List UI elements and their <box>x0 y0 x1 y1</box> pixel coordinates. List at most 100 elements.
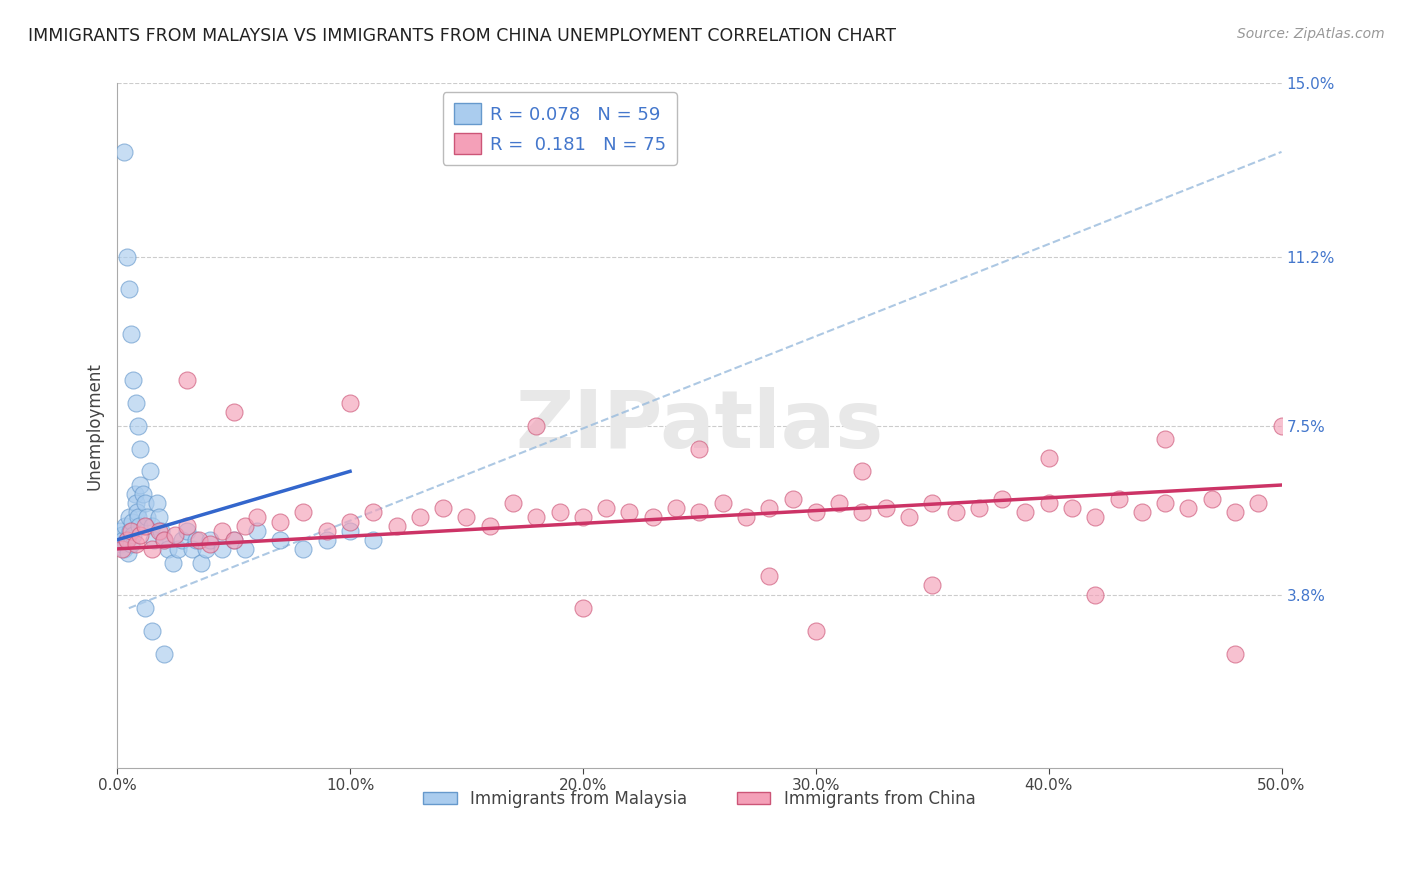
Point <box>804 505 827 519</box>
Point <box>524 418 547 433</box>
Point <box>1038 450 1060 465</box>
Point <box>1084 588 1107 602</box>
Point <box>1223 647 1246 661</box>
Point <box>851 505 873 519</box>
Point <box>157 541 180 556</box>
Point <box>1014 505 1036 519</box>
Point <box>711 496 734 510</box>
Point <box>132 487 155 501</box>
Point <box>114 519 136 533</box>
Point <box>190 556 212 570</box>
Point <box>194 541 217 556</box>
Point <box>134 519 156 533</box>
Point <box>572 601 595 615</box>
Point <box>111 533 134 547</box>
Point <box>152 533 174 547</box>
Point <box>804 624 827 638</box>
Point <box>688 505 710 519</box>
Point <box>111 541 134 556</box>
Point <box>921 578 943 592</box>
Point <box>141 519 163 533</box>
Point <box>385 519 408 533</box>
Point <box>129 478 152 492</box>
Point <box>409 510 432 524</box>
Point <box>134 601 156 615</box>
Point <box>108 524 131 538</box>
Point <box>897 510 920 524</box>
Point <box>478 519 501 533</box>
Point <box>112 541 135 556</box>
Point <box>125 537 148 551</box>
Point <box>1223 505 1246 519</box>
Point <box>222 405 245 419</box>
Point <box>1154 433 1177 447</box>
Point <box>735 510 758 524</box>
Point <box>1108 491 1130 506</box>
Point <box>115 533 138 547</box>
Point <box>120 537 142 551</box>
Point <box>129 442 152 456</box>
Point <box>122 528 145 542</box>
Text: ZIPatlas: ZIPatlas <box>515 387 883 465</box>
Point <box>991 491 1014 506</box>
Point <box>125 505 148 519</box>
Point <box>148 510 170 524</box>
Point <box>152 647 174 661</box>
Point <box>166 541 188 556</box>
Point <box>110 537 132 551</box>
Point <box>120 327 142 342</box>
Point <box>148 524 170 538</box>
Point <box>141 541 163 556</box>
Point <box>292 505 315 519</box>
Point <box>176 373 198 387</box>
Point <box>134 496 156 510</box>
Point <box>222 533 245 547</box>
Point <box>211 524 233 538</box>
Point <box>363 533 385 547</box>
Point <box>112 145 135 159</box>
Point <box>176 519 198 533</box>
Point <box>339 515 361 529</box>
Point <box>136 510 159 524</box>
Point <box>120 524 142 538</box>
Point <box>502 496 524 510</box>
Point <box>1084 510 1107 524</box>
Point <box>187 533 209 547</box>
Point <box>141 624 163 638</box>
Point <box>1247 496 1270 510</box>
Point <box>115 533 138 547</box>
Point <box>180 541 202 556</box>
Point <box>233 519 256 533</box>
Point <box>128 519 150 533</box>
Text: Source: ZipAtlas.com: Source: ZipAtlas.com <box>1237 27 1385 41</box>
Point <box>1060 500 1083 515</box>
Point <box>117 546 139 560</box>
Point <box>1177 500 1199 515</box>
Point <box>121 515 143 529</box>
Point <box>127 510 149 524</box>
Point <box>124 487 146 501</box>
Point <box>172 533 194 547</box>
Point <box>456 510 478 524</box>
Point <box>118 282 141 296</box>
Point <box>1270 418 1292 433</box>
Point <box>1201 491 1223 506</box>
Point <box>269 515 291 529</box>
Point <box>186 533 208 547</box>
Point <box>146 496 169 510</box>
Point <box>688 442 710 456</box>
Point <box>200 537 222 551</box>
Point <box>1130 505 1153 519</box>
Point <box>1154 496 1177 510</box>
Point <box>150 524 173 538</box>
Point <box>828 496 851 510</box>
Point <box>129 528 152 542</box>
Point <box>143 533 166 547</box>
Point <box>122 373 145 387</box>
Point <box>945 505 967 519</box>
Legend: Immigrants from Malaysia, Immigrants from China: Immigrants from Malaysia, Immigrants fro… <box>416 783 983 814</box>
Point <box>176 524 198 538</box>
Point <box>1038 496 1060 510</box>
Point <box>921 496 943 510</box>
Point <box>782 491 804 506</box>
